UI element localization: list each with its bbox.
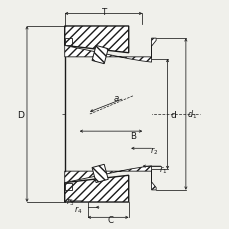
Text: $r_3$: $r_3$ <box>65 196 74 207</box>
Text: $r_4$: $r_4$ <box>73 204 82 215</box>
Polygon shape <box>64 183 71 190</box>
Text: D: D <box>17 110 24 119</box>
Text: $d_1$: $d_1$ <box>186 108 196 121</box>
Text: $r_2$: $r_2$ <box>150 145 158 157</box>
Polygon shape <box>64 39 71 46</box>
Polygon shape <box>64 27 128 54</box>
Polygon shape <box>64 166 155 190</box>
Text: d: d <box>170 110 175 119</box>
Text: $r_1$: $r_1$ <box>159 164 167 175</box>
Text: B: B <box>130 131 136 140</box>
Text: a: a <box>113 94 118 103</box>
Polygon shape <box>64 175 128 202</box>
Polygon shape <box>64 58 151 171</box>
Text: T: T <box>101 8 106 17</box>
Text: C: C <box>107 215 113 224</box>
Polygon shape <box>92 46 108 64</box>
Polygon shape <box>64 39 155 63</box>
Polygon shape <box>92 165 108 183</box>
